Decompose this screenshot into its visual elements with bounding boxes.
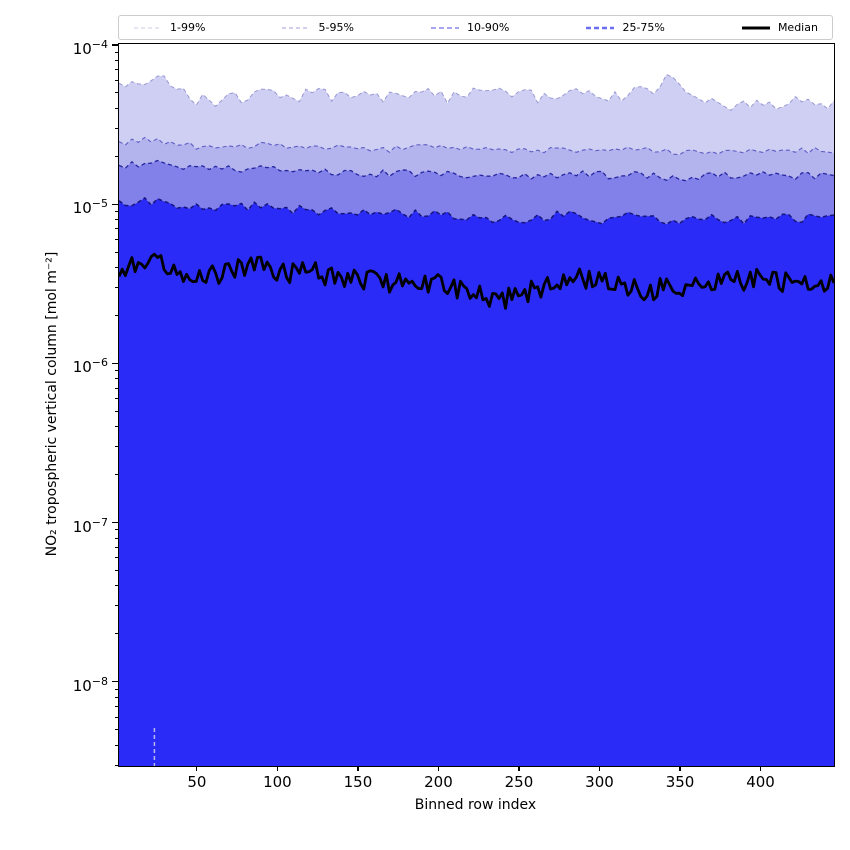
y-minor-tick	[114, 107, 118, 109]
x-axis-label: Binned row index	[414, 797, 537, 813]
x-tick-label: 250	[504, 773, 534, 791]
y-minor-tick	[114, 398, 118, 400]
y-minor-tick	[114, 688, 118, 690]
x-major-tick	[598, 766, 601, 771]
x-major-tick	[679, 766, 681, 771]
y-minor-tick	[114, 570, 118, 571]
legend-item-10-90%: 10-90%	[430, 21, 509, 34]
y-tick-label: 10−8	[72, 674, 108, 695]
band-fill-25-75%	[119, 197, 834, 766]
x-major-tick	[196, 766, 198, 771]
y-major-tick	[112, 44, 118, 46]
legend-item-1-99%: 1-99%	[133, 21, 205, 34]
legend-label: 10-90%	[466, 21, 510, 34]
legend-item-5-95%: 5-95%	[281, 21, 354, 34]
y-tick-label: 10−7	[72, 515, 108, 536]
y-minor-tick	[114, 410, 118, 412]
y-minor-tick	[114, 546, 118, 548]
y-minor-tick	[114, 633, 118, 635]
x-major-tick	[518, 766, 520, 771]
x-tick-label: 100	[263, 773, 292, 791]
legend-label: 5-95%	[318, 21, 354, 34]
y-minor-tick	[114, 239, 118, 241]
y-minor-tick	[114, 69, 118, 71]
y-major-tick	[112, 521, 118, 524]
y-minor-tick	[114, 585, 118, 587]
y-minor-tick	[114, 764, 118, 766]
legend-label: 25-75%	[622, 21, 665, 34]
x-major-tick	[437, 766, 440, 771]
y-minor-tick	[114, 696, 118, 698]
y-minor-tick	[114, 529, 118, 531]
y-minor-tick	[114, 251, 118, 253]
y-minor-tick	[114, 716, 118, 718]
y-minor-tick	[114, 729, 118, 731]
y-minor-tick	[114, 51, 118, 53]
y-major-tick	[112, 681, 118, 683]
y-minor-tick	[114, 314, 118, 316]
y-minor-tick	[114, 228, 118, 230]
legend-swatch-10-90%	[430, 26, 459, 29]
legend-label: 1-99%	[170, 21, 206, 34]
y-minor-tick	[114, 446, 118, 448]
y-minor-tick	[114, 387, 118, 389]
legend-swatch-Median	[741, 26, 770, 29]
legend-label: Median	[777, 21, 818, 34]
legend-swatch-5-95%	[282, 26, 311, 29]
x-tick-label: 50	[187, 773, 207, 791]
x-tick-label: 300	[585, 773, 614, 791]
y-minor-tick	[114, 370, 118, 372]
y-minor-tick	[114, 557, 118, 559]
x-major-tick	[276, 766, 278, 771]
y-minor-tick	[114, 267, 118, 269]
legend-item-25-75%: 25-75%	[585, 21, 665, 34]
y-tick-label: 10−5	[72, 197, 108, 218]
y-major-tick	[112, 362, 118, 364]
x-tick-label: 150	[343, 773, 373, 791]
legend-swatch-1-99%	[134, 27, 162, 28]
x-tick-label: 350	[665, 773, 695, 791]
median-line	[119, 252, 834, 310]
plot-area	[118, 43, 835, 767]
legend-item-Median: Median	[741, 21, 818, 34]
y-minor-tick	[114, 744, 118, 746]
x-major-tick	[759, 766, 762, 771]
y-minor-tick	[114, 378, 118, 380]
legend: 1-99% 5-95% 10-90% 25-75% Median	[118, 15, 833, 40]
legend-swatch-25-75%	[586, 26, 615, 29]
y-minor-tick	[114, 537, 118, 539]
edge-line-10-90%	[119, 159, 834, 182]
y-minor-tick	[114, 211, 118, 212]
y-minor-tick	[114, 426, 118, 428]
y-minor-tick	[114, 705, 118, 707]
y-minor-tick	[114, 155, 118, 157]
y-minor-tick	[114, 605, 118, 607]
x-tick-label: 200	[424, 773, 453, 791]
x-tick-label: 400	[746, 773, 775, 791]
edge-line-1-99%	[119, 74, 834, 111]
percentile-bands-chart	[119, 74, 834, 766]
y-tick-label: 10−4	[72, 38, 108, 59]
y-minor-tick	[114, 219, 118, 221]
y-major-tick	[112, 203, 118, 205]
y-minor-tick	[114, 59, 118, 61]
y-minor-tick	[114, 92, 118, 94]
y-minor-tick	[114, 474, 118, 476]
y-tick-label: 10−6	[72, 356, 108, 377]
y-minor-tick	[114, 286, 118, 288]
y-minor-tick	[114, 127, 118, 129]
y-minor-tick	[114, 79, 118, 81]
x-major-tick	[357, 766, 359, 771]
edge-line-5-95%	[119, 136, 834, 156]
